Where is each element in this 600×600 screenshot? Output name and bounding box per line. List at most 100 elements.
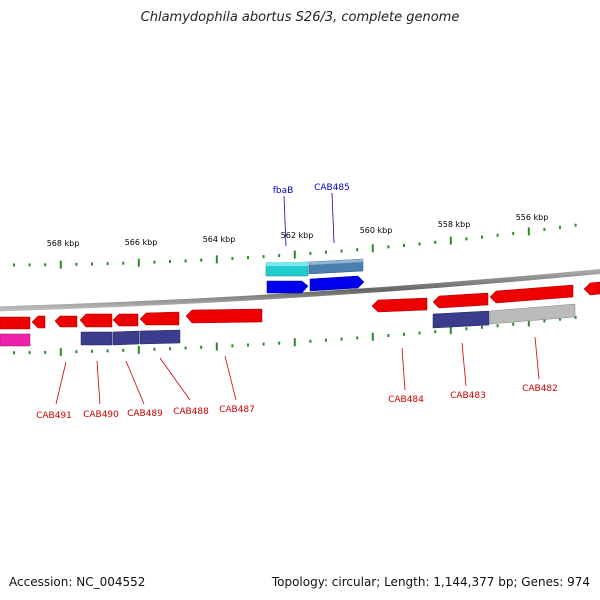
lower-ruler-major-tick [527, 318, 530, 327]
cds-red-11[interactable] [583, 281, 600, 296]
genome-backbone [0, 268, 600, 312]
cds-red-3[interactable] [54, 315, 78, 328]
lower-ruler-minor-tick [91, 349, 93, 353]
lower-ruler-major-tick [449, 326, 452, 335]
lower-ruler-minor-tick [106, 349, 109, 353]
lower-ruler-minor-tick [418, 331, 421, 335]
cds-red-2[interactable] [31, 315, 46, 329]
upper-ruler-minor-tick [496, 233, 499, 237]
lower-ruler-minor-tick [496, 324, 499, 328]
lower-ruler-major-tick [215, 342, 218, 351]
upper-ruler-minor-tick [122, 261, 125, 265]
accession-text: Accession: NC_004552 [9, 575, 146, 589]
scale-ruler-lower [13, 315, 577, 357]
lower-ruler-minor-tick [247, 343, 249, 347]
upper-ruler-major-tick [293, 250, 296, 259]
lower-ruler-minor-tick [434, 330, 437, 334]
upper-ruler-minor-tick [262, 255, 265, 259]
scale-ruler-upper [13, 223, 577, 269]
cds-cab485-blue[interactable] [309, 275, 365, 292]
cds-red-1[interactable] [0, 316, 31, 330]
gene-label-cab482[interactable]: CAB482 [522, 384, 558, 394]
cds-red-10[interactable] [489, 284, 574, 304]
lower-ruler-minor-tick [153, 347, 156, 351]
cds-red-6[interactable] [139, 311, 180, 326]
cds-red-9[interactable] [432, 292, 489, 309]
upper-ruler-minor-tick [169, 260, 171, 263]
lower-ruler-minor-tick [403, 332, 405, 336]
upper-ruler-minor-tick [465, 237, 468, 241]
upper-ruler-minor-tick [512, 231, 515, 235]
cds-red-4[interactable] [79, 313, 113, 328]
gene-label-cab489[interactable]: CAB489 [127, 409, 163, 419]
upper-ruler-major-tick [449, 236, 452, 245]
lower-ruler-minor-tick [278, 341, 281, 345]
label-leader-lines [55, 192, 540, 405]
cds-red-8[interactable] [371, 297, 428, 313]
lower-ruler-minor-tick [465, 327, 468, 331]
lower-ruler-minor-tick [13, 351, 15, 355]
upper-ruler-major-tick [215, 255, 218, 264]
scale-label-562kbp: 562 kbp [281, 231, 314, 240]
upper-ruler-minor-tick [418, 242, 421, 246]
gene-label-cab490[interactable]: CAB490 [83, 410, 119, 420]
upper-ruler-minor-tick [543, 227, 546, 231]
upper-ruler-minor-tick [200, 258, 203, 262]
lower-ruler-minor-tick [356, 336, 359, 340]
upper-ruler-major-tick [371, 244, 374, 253]
upper-ruler-minor-tick [434, 240, 437, 244]
lower-ruler-minor-tick [75, 350, 78, 354]
upper-ruler-major-tick [137, 258, 140, 267]
lower-ruler-minor-tick [231, 344, 234, 348]
lower-ruler-minor-tick [169, 347, 171, 351]
upper-ruler-minor-tick [481, 235, 483, 239]
scale-label-564kbp: 564 kbp [203, 235, 236, 244]
cds-cab488-navy[interactable] [139, 329, 181, 345]
scale-label-560kbp: 560 kbp [360, 226, 393, 235]
scale-label-568kbp: 568 kbp [47, 239, 80, 248]
cds-red-5[interactable] [112, 313, 139, 327]
lower-ruler-major-tick [293, 338, 296, 347]
gene-label-cab488[interactable]: CAB488 [173, 407, 209, 417]
lower-ruler-major-tick [371, 332, 374, 341]
upper-ruler-minor-tick [309, 251, 312, 255]
cds-red-7[interactable] [185, 308, 263, 324]
cds-cab490-navy[interactable] [80, 331, 113, 346]
lower-ruler-minor-tick [262, 342, 265, 346]
upper-ruler-minor-tick [91, 262, 93, 266]
gene-label-cab484[interactable]: CAB484 [388, 395, 424, 405]
forward-strand-cds [265, 258, 365, 294]
upper-ruler-major-tick [527, 227, 530, 236]
scale-label-566kbp: 566 kbp [125, 238, 158, 247]
upper-ruler-minor-tick [387, 245, 390, 249]
upper-ruler-minor-tick [325, 250, 327, 254]
gene-label-cab491[interactable]: CAB491 [36, 411, 72, 421]
lower-ruler-major-tick [59, 348, 62, 357]
upper-ruler-minor-tick [13, 263, 15, 267]
upper-ruler-minor-tick [231, 257, 234, 260]
lower-ruler-minor-tick [44, 350, 47, 354]
cds-fbaB-blue[interactable] [266, 280, 309, 294]
cds-cab489-navy[interactable] [112, 330, 140, 346]
lower-ruler-minor-tick [122, 348, 125, 352]
lower-ruler-minor-tick [387, 334, 390, 337]
upper-ruler-minor-tick [278, 254, 281, 258]
gene-label-cab483[interactable]: CAB483 [450, 391, 486, 401]
upper-ruler-major-tick [59, 260, 62, 269]
lower-ruler-minor-tick [325, 338, 327, 342]
upper-ruler-minor-tick [106, 262, 109, 266]
gene-label-fbaB[interactable]: fbaB [273, 186, 294, 196]
cds-cab483-navy[interactable] [432, 310, 490, 329]
map-title: Chlamydophila abortus S26/3, complete ge… [140, 10, 460, 25]
lower-ruler-minor-tick [309, 339, 312, 343]
upper-ruler-minor-tick [340, 249, 343, 253]
upper-ruler-minor-tick [247, 256, 249, 260]
cds-cab482-gray[interactable] [489, 303, 576, 325]
upper-ruler-minor-tick [44, 263, 47, 267]
upper-ruler-minor-tick [28, 263, 31, 267]
gene-label-cab487[interactable]: CAB487 [219, 405, 255, 415]
gene-label-cab485[interactable]: CAB485 [314, 183, 350, 193]
cds-magenta[interactable] [0, 333, 31, 347]
